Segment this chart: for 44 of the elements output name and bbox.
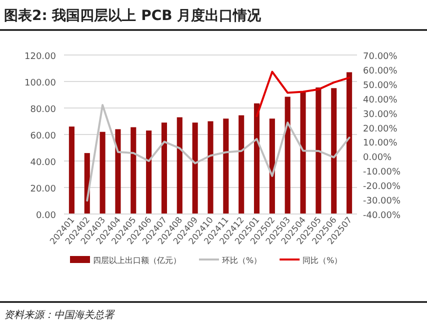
bar (331, 88, 337, 214)
bar (192, 122, 198, 214)
y2-tick-label: 20.00% (363, 124, 398, 134)
bar (176, 117, 182, 214)
bar (146, 130, 152, 214)
line-series (256, 70, 350, 118)
y2-tick-label: 40.00% (363, 95, 398, 106)
bar (115, 129, 121, 214)
bar (223, 118, 229, 214)
chart-title: 图表2: 我国四层以上 PCB 月度出口情况 (4, 7, 262, 24)
bar (316, 87, 322, 214)
y-tick-label: 0.00 (36, 211, 56, 221)
y2-tick-label: 10.00% (363, 138, 398, 149)
y2-tick-label: -40.00% (363, 211, 402, 221)
y2-tick-label: -10.00% (363, 168, 402, 178)
legend-label: 环比（%） (222, 256, 262, 265)
y2-tick-label: 50.00% (363, 80, 398, 91)
y2-tick-label: 30.00% (363, 110, 398, 120)
y2-tick-label: -30.00% (363, 196, 402, 207)
bar (130, 127, 136, 214)
bar (161, 122, 168, 214)
bar (100, 132, 106, 214)
y-tick-label: 40.00 (30, 158, 56, 168)
bar (269, 118, 275, 214)
y2-tick-label: -20.00% (363, 182, 402, 192)
y-tick-label: 100.00 (24, 78, 56, 88)
y2-tick-label: 70.00% (363, 52, 398, 62)
y2-tick-label: 60.00% (363, 66, 398, 76)
legend-label: 同比（%） (302, 256, 342, 265)
bar (300, 92, 306, 214)
y-tick-label: 80.00 (30, 105, 56, 115)
bar (238, 115, 244, 214)
y-tick-label: 120.00 (24, 52, 56, 62)
bar (346, 72, 352, 214)
bar (68, 126, 74, 214)
legend-label: 四层以上出口额（亿元） (93, 256, 181, 265)
y-tick-label: 20.00 (30, 184, 56, 194)
bar (208, 121, 214, 214)
bar (254, 103, 260, 214)
y2-tick-label: 0.00% (363, 153, 392, 164)
text: 资料来源：中国海关总署 (4, 309, 115, 321)
y-tick-label: 60.00 (30, 132, 56, 142)
line-series (86, 104, 350, 202)
bar (284, 96, 290, 214)
